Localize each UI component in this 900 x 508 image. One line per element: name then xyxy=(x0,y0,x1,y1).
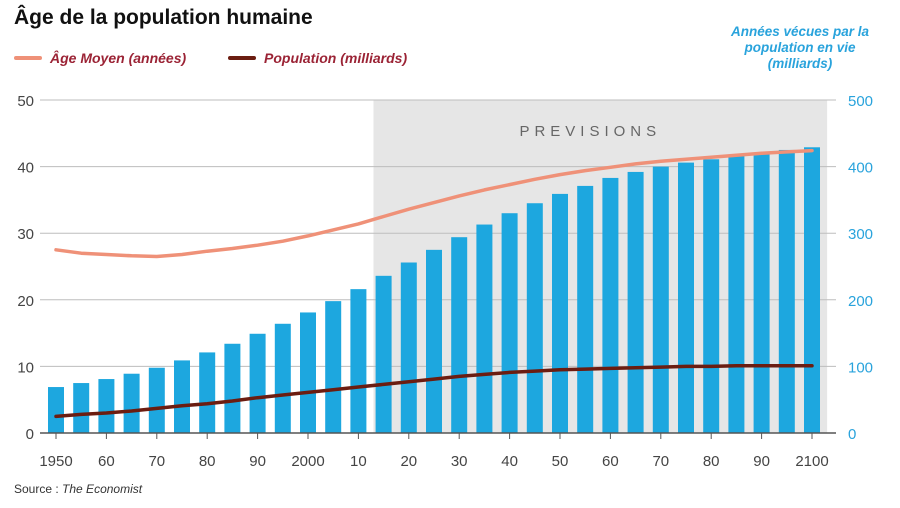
chart-title: Âge de la population humaine xyxy=(14,6,313,29)
right-axis-title-line: Années vécues par la xyxy=(730,24,870,39)
bar xyxy=(652,166,669,433)
bar xyxy=(501,213,518,433)
bar xyxy=(274,323,291,433)
bar xyxy=(148,367,165,433)
bar xyxy=(451,237,468,433)
x-tick-label: 2100 xyxy=(795,453,828,470)
bar xyxy=(98,379,115,433)
legend-label-age: Âge Moyen (années) xyxy=(50,50,187,66)
y-left-tick-label: 10 xyxy=(17,359,34,376)
series-line-age xyxy=(54,148,814,259)
forecast-label: PREVISIONS xyxy=(519,123,661,140)
bar xyxy=(552,193,568,433)
source-name: The Economist xyxy=(62,482,143,496)
series-line-population xyxy=(54,363,814,419)
legend-swatch-population xyxy=(228,56,256,60)
x-tick-label: 70 xyxy=(652,453,669,470)
y-right-tick-label: 500 xyxy=(848,93,873,110)
y-right-tick-label: 100 xyxy=(848,359,873,376)
legend-item-population: Population (milliards) xyxy=(228,50,407,66)
bar xyxy=(804,147,820,433)
bar xyxy=(577,185,594,433)
bar xyxy=(199,352,216,433)
x-tick-label: 50 xyxy=(552,453,569,470)
bar xyxy=(627,171,644,434)
bar xyxy=(325,301,342,433)
bar xyxy=(249,333,266,433)
source-note: Source : The Economist xyxy=(14,482,142,496)
bar xyxy=(224,343,241,433)
legend-label-population: Population (milliards) xyxy=(264,50,408,66)
x-tick-label: 1950 xyxy=(39,453,72,470)
x-tick-label: 80 xyxy=(703,453,720,470)
right-axis-title: Années vécues par la population en vie (… xyxy=(706,24,894,72)
bar xyxy=(678,162,694,433)
y-right-tick-label: 300 xyxy=(848,226,873,243)
x-tick-label: 40 xyxy=(501,453,518,470)
x-tick-label: 10 xyxy=(350,453,367,470)
bar xyxy=(73,383,90,433)
bar xyxy=(476,224,493,433)
bar xyxy=(753,153,770,433)
bar xyxy=(728,155,745,433)
y-left-tick-label: 40 xyxy=(17,160,34,177)
bar xyxy=(123,373,140,433)
x-tick-label: 60 xyxy=(98,453,115,470)
x-tick-label: 2000 xyxy=(291,453,324,470)
bar xyxy=(48,387,64,433)
bar xyxy=(174,360,190,433)
source-prefix: Source : xyxy=(14,482,59,496)
bar xyxy=(300,312,316,433)
bar xyxy=(350,289,367,433)
bar xyxy=(778,149,795,433)
bar xyxy=(602,177,619,433)
y-right-tick-label: 200 xyxy=(848,293,873,310)
bar xyxy=(375,275,392,433)
y-right-tick-label: 0 xyxy=(848,426,856,443)
right-axis-title-line: population en vie xyxy=(744,40,856,55)
bar xyxy=(426,249,442,433)
x-tick-label: 80 xyxy=(199,453,216,470)
y-left-tick-label: 0 xyxy=(26,426,34,443)
bar xyxy=(400,262,417,433)
right-axis-title-line: (milliards) xyxy=(767,56,833,71)
y-left-tick-label: 30 xyxy=(17,226,34,243)
bar xyxy=(526,203,543,433)
y-right-tick-label: 400 xyxy=(848,160,873,177)
y-left-tick-label: 20 xyxy=(17,293,34,310)
x-tick-label: 90 xyxy=(753,453,770,470)
x-tick-label: 90 xyxy=(249,453,266,470)
x-tick-label: 70 xyxy=(148,453,165,470)
legend-item-age: Âge Moyen (années) xyxy=(14,50,186,66)
x-tick-label: 20 xyxy=(400,453,417,470)
x-tick-label: 30 xyxy=(451,453,468,470)
x-tick-label: 60 xyxy=(602,453,619,470)
y-left-tick-label: 50 xyxy=(17,93,34,110)
legend-swatch-age xyxy=(14,56,42,60)
bar xyxy=(703,159,720,434)
